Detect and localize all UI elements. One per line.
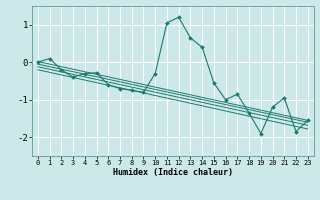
X-axis label: Humidex (Indice chaleur): Humidex (Indice chaleur) [113, 168, 233, 177]
